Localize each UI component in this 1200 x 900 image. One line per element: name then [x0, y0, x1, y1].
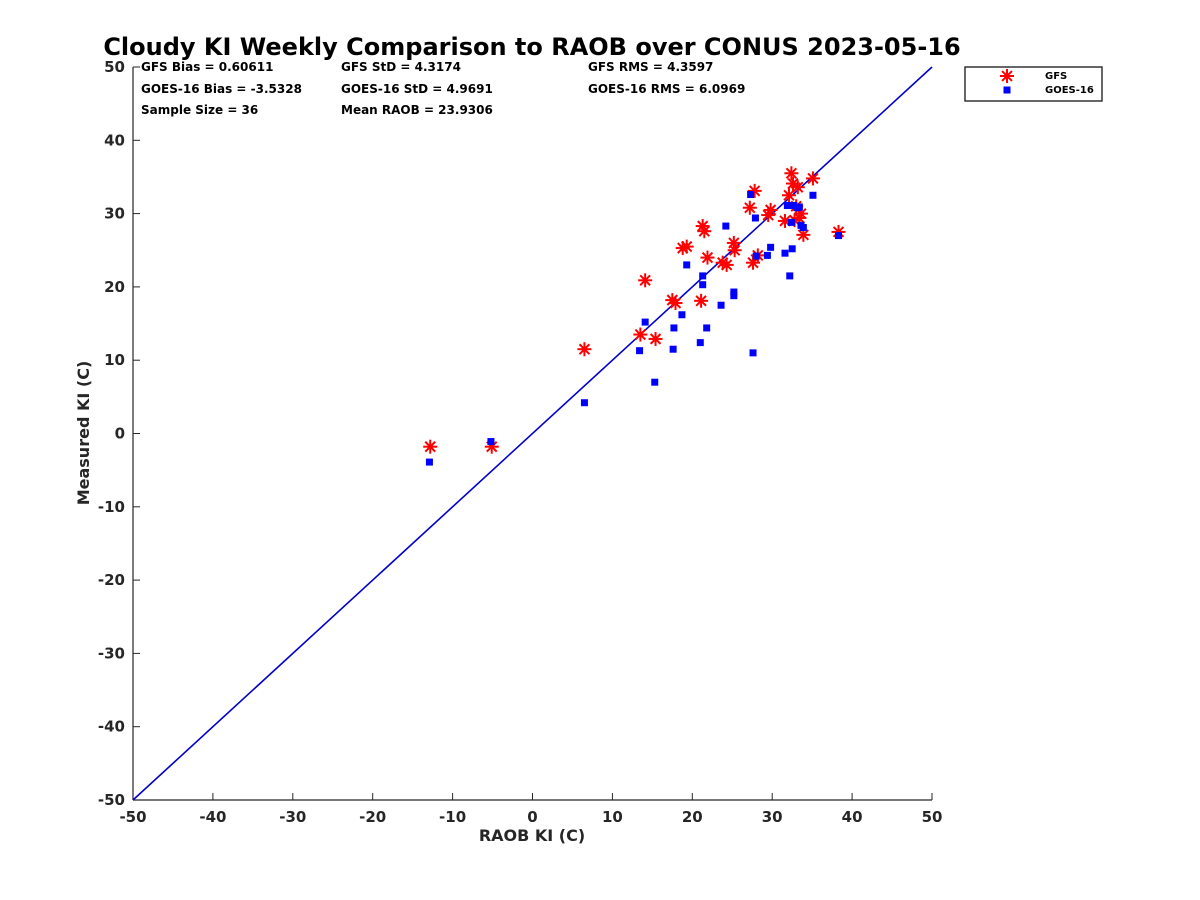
x-tick-label: 0: [527, 808, 537, 826]
x-tick-label: -20: [359, 808, 386, 826]
stat-annotation: Sample Size = 36: [141, 103, 258, 117]
goes16-point: [425, 458, 433, 466]
x-tick-label: 20: [682, 808, 703, 826]
goes16-point: [799, 224, 807, 232]
y-tick-label: 10: [104, 351, 125, 369]
x-tick-label: -40: [199, 808, 226, 826]
goes16-point: [699, 272, 707, 280]
legend-goes16-label: GOES-16: [1045, 85, 1094, 96]
legend: GFS GOES-16: [964, 66, 1103, 102]
goes16-point: [683, 261, 691, 269]
goes16-point: [703, 324, 711, 332]
goes16-point: [749, 349, 757, 357]
x-tick-label: -10: [439, 808, 466, 826]
gfs-point: [763, 202, 778, 217]
gfs-point: [638, 273, 653, 288]
goes16-point: [722, 222, 730, 230]
goes16-point: [641, 318, 649, 326]
gfs-point: [668, 296, 683, 311]
goes16-point: [730, 288, 738, 296]
gfs-point: [423, 439, 438, 454]
gfs-point: [719, 257, 734, 272]
gfs-point: [679, 239, 694, 254]
plot-axes: -50 -40 -30 -20 -10 0 10 20 30 40 50 -50 -40 -30 -20 -1…: [98, 58, 943, 826]
stat-annotation: GFS Bias = 0.60611: [141, 60, 273, 74]
goes16-point: [781, 249, 789, 257]
gfs-point: [727, 243, 742, 258]
goes16-point: [751, 214, 759, 222]
legend-gfs-label: GFS: [1045, 71, 1067, 82]
goes16-point: [669, 345, 677, 353]
stat-annotation: GFS StD = 4.3174: [341, 60, 461, 74]
x-tick-label: -30: [279, 808, 306, 826]
legend-box: [964, 66, 1103, 102]
gfs-point: [694, 293, 709, 308]
goes16-point: [678, 311, 686, 319]
goes16-point: [699, 281, 707, 289]
x-tick-label: -50: [119, 808, 146, 826]
legend-gfs-marker: [1000, 69, 1014, 83]
stat-annotation: Mean RAOB = 23.9306: [341, 103, 493, 117]
chart-title: Cloudy KI Weekly Comparison to RAOB over…: [103, 33, 960, 61]
gfs-point: [577, 342, 592, 357]
x-tick-label: 10: [602, 808, 623, 826]
goes16-point: [835, 232, 843, 240]
y-axis-label: Measured KI (C): [74, 361, 93, 506]
goes16-point: [651, 378, 659, 386]
goes16-point: [580, 399, 588, 407]
x-tick-label: 50: [922, 808, 943, 826]
goes16-point: [696, 339, 704, 347]
gfs-point: [784, 166, 799, 181]
gfs-point: [697, 224, 712, 239]
gfs-point: [700, 250, 715, 265]
x-axis-label: RAOB KI (C): [479, 826, 585, 845]
goes16-point: [670, 324, 678, 332]
x-tick-label: 40: [842, 808, 863, 826]
stat-annotation: GOES-16 RMS = 6.0969: [588, 82, 745, 96]
stat-annotation: GFS RMS = 4.3597: [588, 60, 713, 74]
x-tick-label: 30: [762, 808, 783, 826]
y-tick-label: -20: [98, 571, 125, 589]
goes16-point: [783, 202, 791, 210]
gfs-series: [423, 166, 846, 454]
y-tick-label: 30: [104, 205, 125, 223]
goes16-point: [788, 245, 796, 253]
gfs-point: [633, 327, 648, 342]
gfs-point: [790, 180, 805, 195]
goes16-point: [730, 292, 738, 300]
y-tick-label: -30: [98, 644, 125, 662]
goes16-point: [717, 301, 725, 309]
goes16-point: [809, 191, 817, 199]
y-tick-label: -40: [98, 718, 125, 736]
gfs-point: [648, 331, 663, 346]
y-tick-label: 0: [115, 425, 125, 443]
y-tick-label: 20: [104, 278, 125, 296]
goes16-point: [487, 438, 495, 446]
y-tick-label: -10: [98, 498, 125, 516]
goes16-point: [636, 347, 644, 355]
statistics-annotations: GFS Bias = 0.60611 GFS StD = 4.3174 GFS RM…: [141, 60, 745, 117]
goes16-point: [763, 251, 771, 259]
stat-annotation: GOES-16 StD = 4.9691: [341, 82, 493, 96]
y-tick-label: 50: [104, 58, 125, 76]
goes16-point: [752, 252, 760, 260]
goes16-point: [767, 243, 775, 251]
gfs-point: [796, 227, 811, 242]
gfs-point: [805, 171, 820, 186]
goes16-series: [425, 191, 843, 466]
goes16-point: [795, 203, 803, 211]
goes16-point: [787, 218, 795, 226]
goes16-point: [747, 191, 755, 199]
stat-annotation: GOES-16 Bias = -3.5328: [141, 82, 302, 96]
y-tick-label: 40: [104, 131, 125, 149]
goes16-point: [786, 272, 794, 280]
legend-goes16-marker: [1003, 86, 1011, 94]
y-tick-label: -50: [98, 791, 125, 809]
gfs-point: [781, 188, 796, 203]
gfs-point: [742, 200, 757, 215]
